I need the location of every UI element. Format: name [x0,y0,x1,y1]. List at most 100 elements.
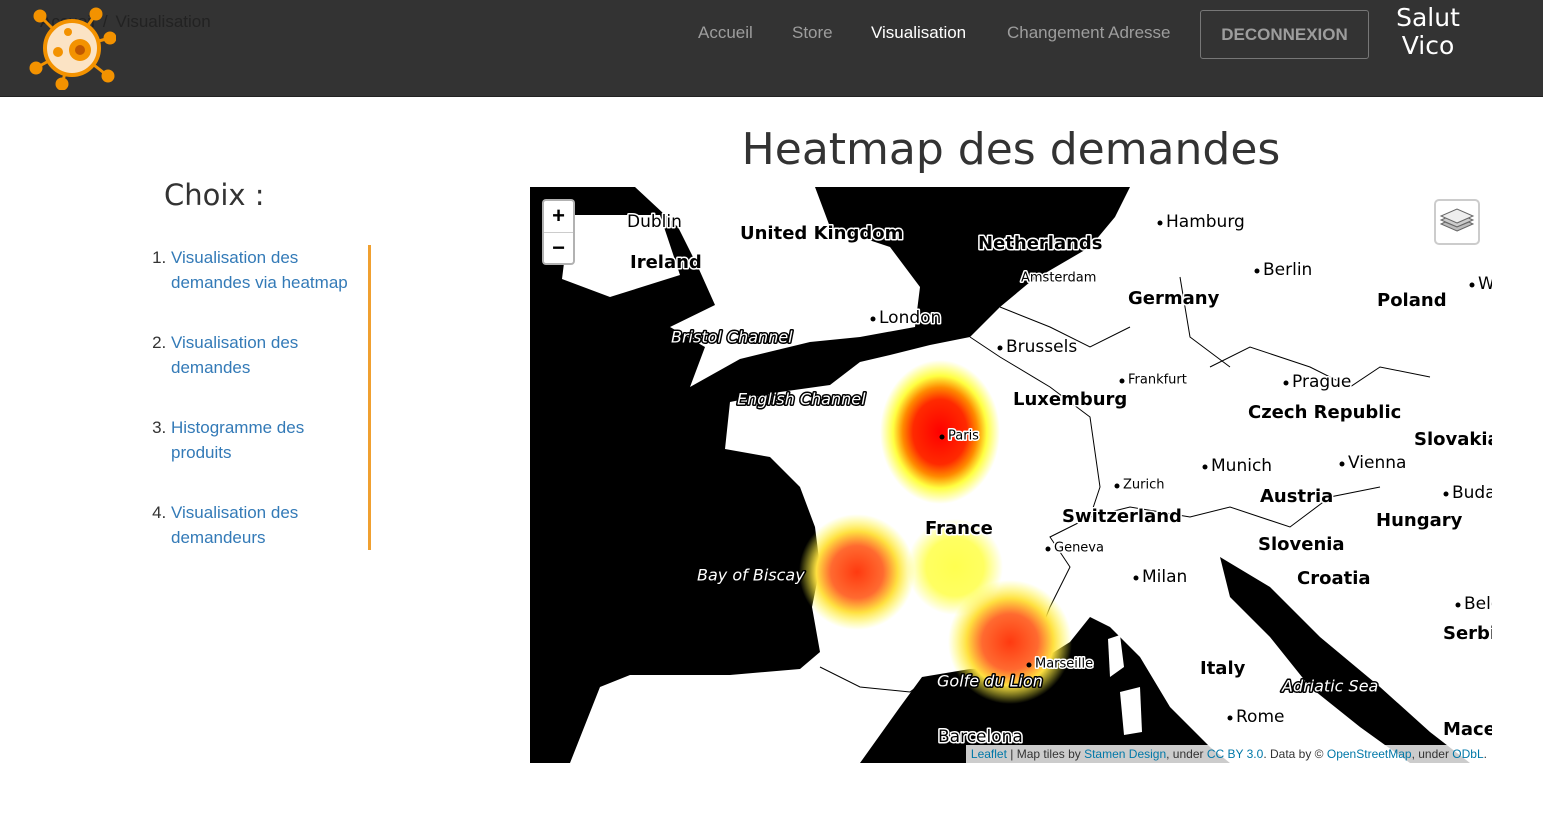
attribution-link[interactable]: OpenStreetMap [1326,747,1412,761]
map-labels: Dublin United Kingdom Ireland Netherlands Ha… [626,211,1493,749]
city-label: Munich [1211,456,1272,476]
greeting-line: Vico [1401,31,1455,60]
attribution-link[interactable]: Stamen Design [1084,747,1167,761]
city-dot [870,316,876,322]
city-label: London [879,308,941,328]
attribution-link[interactable]: ODbL [1452,747,1484,761]
country-label: Hungary [1376,510,1463,531]
city-dot [1026,662,1032,668]
city-label: Geneva [1054,541,1104,556]
city-dot [1339,461,1345,467]
choice-link[interactable]: Visualisation des demandes [171,333,299,377]
choice-link[interactable]: Visualisation des demandes via heatmap [171,248,348,292]
nav-link[interactable]: Store [792,23,833,42]
islands [562,187,1142,735]
city-dot [1114,483,1120,489]
country-label: Netherlands [978,233,1103,254]
country-label: France [925,518,993,539]
choice-item: Histogramme des produits [171,415,368,500]
navbar: Accueil/Visualisation AccueilStoreVisual… [0,0,1543,97]
sidebar-title: Choix : [164,178,265,212]
city-label: Amsterdam [1021,271,1096,286]
country-label: United Kingdom [740,223,903,244]
choice-item: Visualisation des demandes [171,330,368,415]
choice-link[interactable]: Histogramme des produits [171,418,305,462]
city-label: Brussels [1006,337,1077,357]
city-label: Vienna [1348,453,1406,473]
greeting: Salut Vico [1386,4,1470,60]
city-dot [1157,220,1163,226]
breadcrumb-separator: / [102,12,108,31]
city-label: Barcelona [938,727,1023,747]
city-label: Hamburg [1166,212,1245,232]
country-label: Serbia [1443,623,1492,644]
city-dot [1119,378,1125,384]
attribution-link[interactable]: CC BY 3.0 [1206,747,1264,761]
logo[interactable] [28,6,116,90]
city-label: Paris [948,429,979,444]
attribution: Leaflet | Map tiles by Stamen Design, un… [965,745,1492,763]
city-dot [1227,715,1233,721]
country-label: Croatia [1297,568,1371,589]
sea-label: Adriatic Sea [1281,677,1378,696]
sea-label: Golfe du Lion [937,672,1043,691]
country-label: Maced [1443,719,1492,740]
zoom-in[interactable]: + [544,201,573,233]
city-dot [1443,491,1449,497]
choice-item: Visualisation des demandes via heatmap [171,245,368,330]
city-label: Wa [1478,274,1492,294]
city-label: Dublin [627,212,682,232]
city-label: Rome [1236,707,1284,727]
city-dot [1469,282,1475,288]
attribution-link[interactable]: Leaflet [970,747,1007,761]
layers-control[interactable] [1434,199,1480,245]
city-dot [1133,575,1139,581]
city-label: Berlin [1263,260,1312,280]
zoom-out[interactable]: − [552,235,565,260]
attribution-text: . [1483,747,1487,761]
country-label: Ireland [630,252,702,273]
city-dot [1283,380,1289,386]
country-label: Austria [1260,486,1333,507]
country-label: Germany [1128,288,1220,309]
choice-link[interactable]: Visualisation des demandeurs [171,503,299,547]
page-title: Heatmap des demandes [741,124,1281,175]
attribution-text: . Data by © [1263,747,1327,761]
choice-item: Visualisation des demandeurs [171,500,368,585]
nav-link[interactable]: Visualisation [871,23,967,42]
map[interactable]: Dublin United Kingdom Ireland Netherlands Ha… [530,187,1492,763]
city-label: Belg [1464,594,1492,614]
nav-link[interactable]: Changement Adresse [1007,23,1171,42]
sea-label: Bristol Channel [671,328,793,347]
sea-label: English Channel [737,390,866,409]
attribution-text: , under [1166,747,1207,761]
nav-link[interactable]: Accueil [698,23,753,42]
city-label: Prague [1292,372,1351,392]
country-label: Slovenia [1258,534,1345,555]
city-label: Frankfurt [1128,373,1187,388]
city-dot [939,434,945,440]
country-label: Luxemburg [1013,389,1127,410]
city-label: Marseille [1035,657,1093,672]
country-label: Czech Republic [1248,402,1401,423]
city-dot [1455,602,1461,608]
country-label: Poland [1377,290,1447,311]
city-label: Budapest [1452,483,1492,503]
zoom-control: + − [542,199,575,265]
attribution-text: | Map tiles by [1006,747,1085,761]
attribution-text: , under [1411,747,1453,761]
city-label: Zurich [1123,478,1165,493]
layers-icon [1439,208,1475,232]
heat [799,360,1072,704]
city-dot [1012,276,1018,282]
country-label: Switzerland [1062,506,1182,527]
city-dot [1254,268,1260,274]
breadcrumb-current: Visualisation [115,12,211,31]
logout-button[interactable]: DECONNEXION [1200,10,1369,59]
greeting-line: Salut [1396,3,1460,32]
city-dot [1045,546,1051,552]
sea-label: Bay of Biscay [697,566,805,585]
country-label: Italy [1200,658,1246,679]
